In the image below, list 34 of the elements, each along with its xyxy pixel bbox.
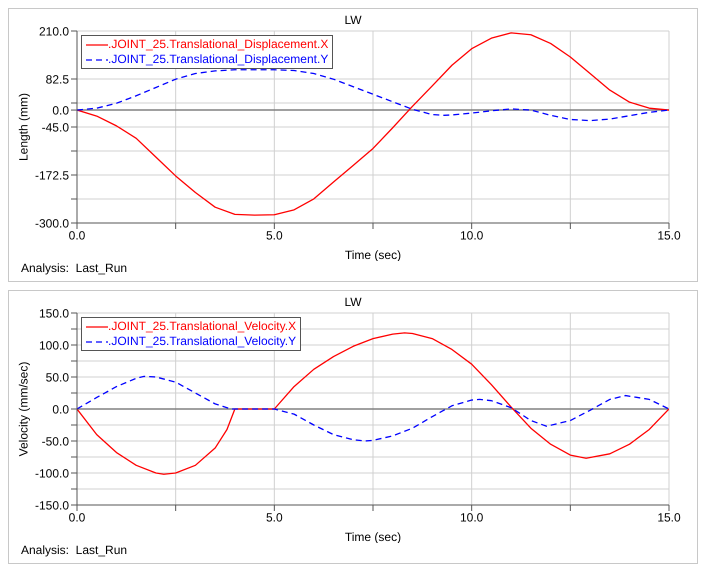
x-tick-label: 0.0	[68, 510, 86, 525]
y-tick-label: 0.0	[52, 103, 70, 118]
y-tick-label: 82.5	[46, 72, 70, 86]
x-tick-label: 15.0	[657, 510, 681, 525]
y-axis-title: Velocity (mm/sec)	[16, 362, 30, 456]
legend-label: .JOINT_25.Translational_Displacement.X	[108, 37, 328, 52]
legend-label: .JOINT_25.Translational_Displacement.Y	[108, 52, 328, 67]
y-tick-label: 210.0	[38, 24, 70, 38]
line-series	[77, 332, 669, 475]
x-tick-label: 10.0	[460, 228, 484, 243]
y-tick-label: 0.0	[52, 402, 70, 416]
y-axis-title: Length (mm)	[16, 92, 30, 162]
x-tick-label: 0.0	[68, 228, 86, 243]
legend-label: .JOINT_25.Translational_Velocity.Y	[108, 334, 296, 349]
line-series	[77, 69, 669, 122]
legend-label: .JOINT_25.Translational_Velocity.X	[108, 319, 296, 334]
y-tick-label: -300.0	[34, 216, 70, 230]
y-tick-label: -50.0	[42, 434, 70, 448]
line-series	[77, 376, 669, 442]
y-tick-label: 150.0	[38, 306, 70, 320]
y-tick-label: 100.0	[38, 338, 70, 352]
text: Analysis: Last_Run	[21, 543, 128, 557]
y-tick-label: -45.0	[42, 120, 70, 134]
y-tick-label: -172.5	[34, 168, 70, 182]
chart-title: LW	[344, 295, 362, 309]
x-tick-label: 5.0	[266, 510, 283, 525]
x-tick-label: 15.0	[657, 228, 681, 243]
y-tick-label: -100.0	[34, 466, 70, 480]
text: Analysis: Last_Run	[21, 261, 128, 275]
chart-title: LW	[344, 13, 362, 27]
x-tick-label: 10.0	[460, 510, 484, 525]
y-tick-label: -150.0	[34, 498, 70, 512]
y-tick-label: 50.0	[46, 370, 70, 384]
x-tick-label: 5.0	[266, 228, 283, 243]
